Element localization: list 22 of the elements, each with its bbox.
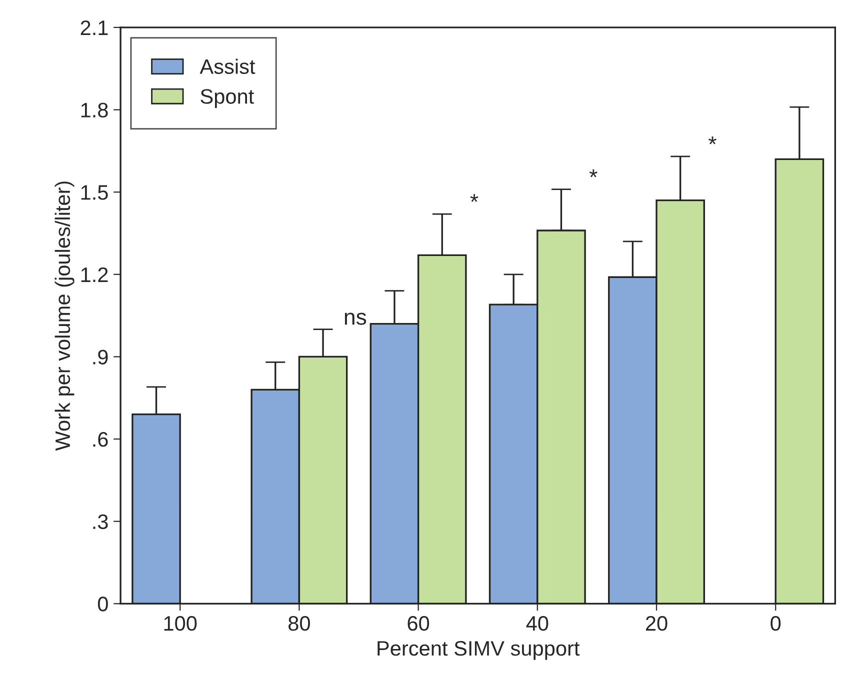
y-tick-label: 1.8 bbox=[81, 102, 108, 118]
y-tick-label: .3 bbox=[93, 514, 108, 530]
annotation: * bbox=[708, 136, 716, 144]
x-axis-title: Percent SIMV support bbox=[378, 641, 580, 660]
x-tick-label: 80 bbox=[288, 616, 310, 631]
y-tick-label: 1.5 bbox=[81, 185, 108, 200]
y-tick-label: 2.1 bbox=[80, 20, 108, 35]
legend-label: Spont bbox=[200, 89, 254, 108]
annotation: * bbox=[589, 169, 598, 178]
y-axis-title: Work per volume (joules/liter) bbox=[54, 182, 74, 451]
x-tick-label: 60 bbox=[408, 616, 430, 631]
y-tick-label: .9 bbox=[93, 350, 108, 364]
y-tick-label: .6 bbox=[93, 432, 108, 447]
x-tick-label: 100 bbox=[164, 616, 197, 631]
annotation: * bbox=[470, 194, 478, 202]
x-tick-label: 20 bbox=[646, 616, 668, 631]
x-tick-label: 0 bbox=[770, 616, 781, 631]
annotation: ns bbox=[344, 312, 366, 325]
y-tick-label: 1.2 bbox=[81, 267, 108, 282]
legend-label: Assist bbox=[200, 58, 256, 74]
x-tick-label: 40 bbox=[526, 616, 548, 631]
y-tick-label: 0 bbox=[98, 596, 108, 612]
